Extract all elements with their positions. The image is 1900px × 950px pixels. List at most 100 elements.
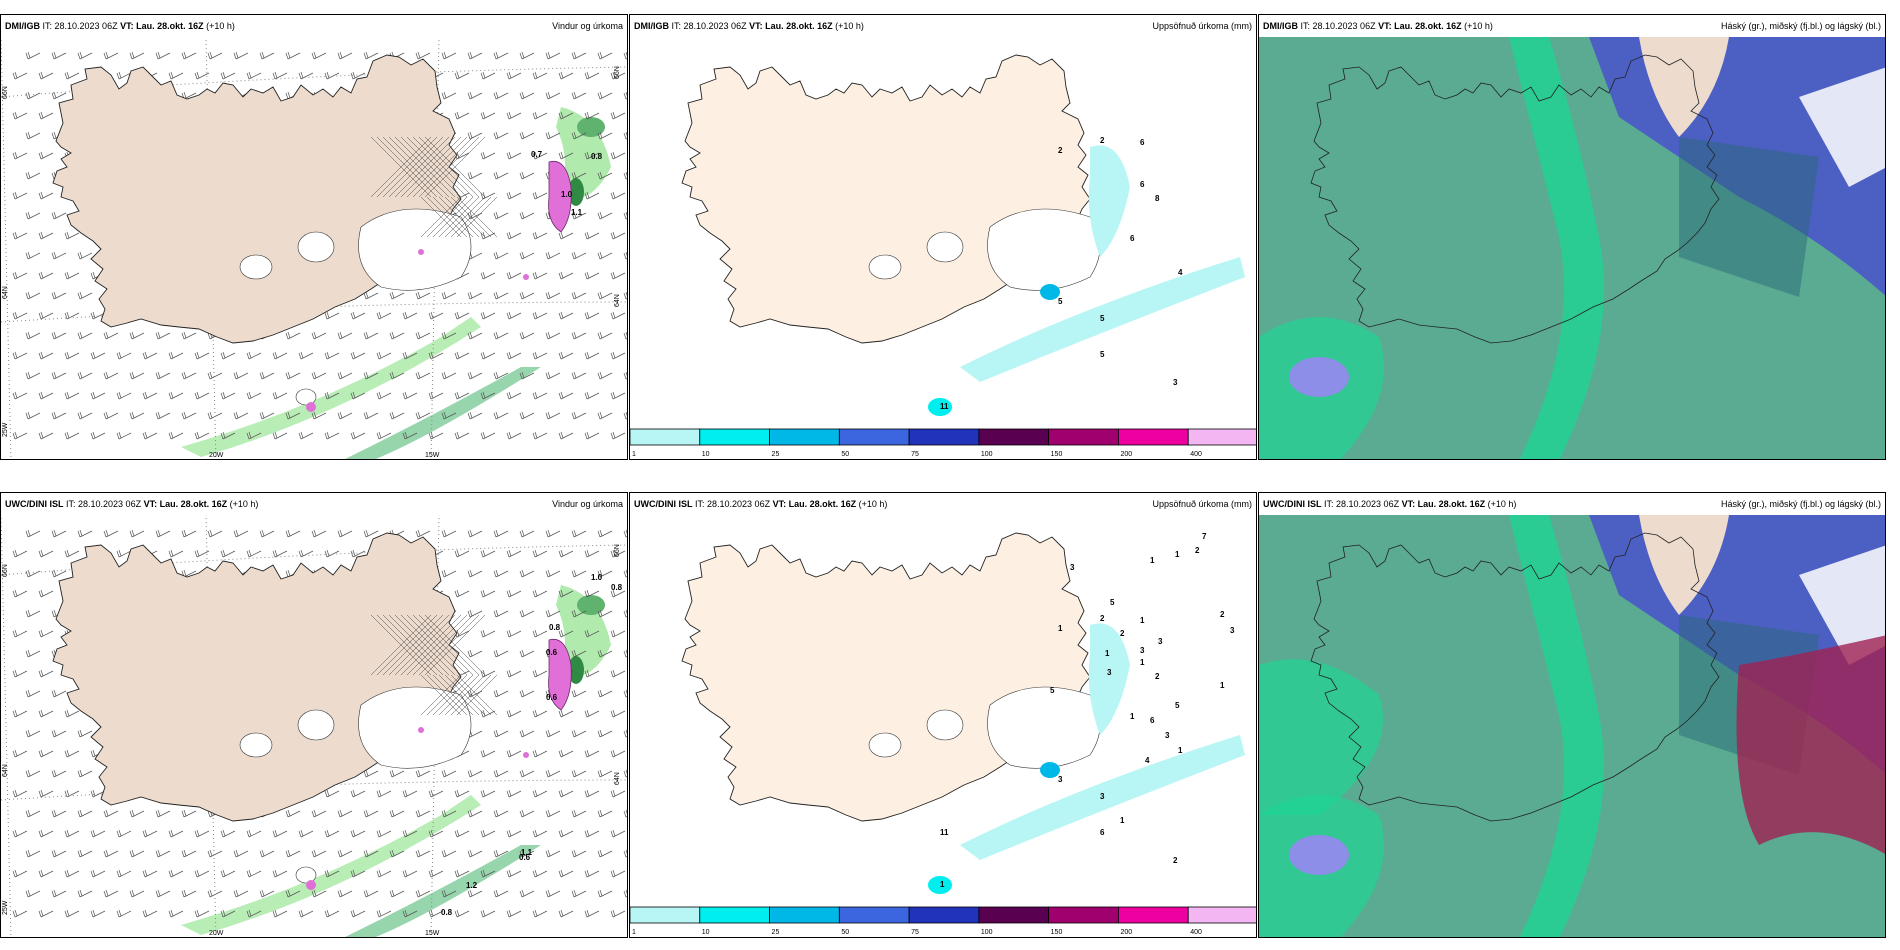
legend-swatch xyxy=(630,428,701,446)
glaciers xyxy=(868,686,1101,769)
panel-title: Háský (gr.), miðský (fj.bl.) og lágský (… xyxy=(1720,499,1881,509)
init-time: IT: 28.10.2023 06Z xyxy=(66,499,142,509)
legend-swatch xyxy=(838,906,910,924)
map-value-label: 6 xyxy=(1150,716,1155,725)
map-value-label: 8 xyxy=(1155,194,1160,203)
legend-tick: 1 xyxy=(632,929,636,936)
grid-label: 20W xyxy=(209,452,224,459)
panel-title: Uppsöfnuð úrkoma (mm) xyxy=(1152,499,1252,509)
iceland-land xyxy=(52,532,462,822)
legend-swatch xyxy=(699,906,770,924)
grid-label: 66N xyxy=(2,564,9,577)
map-value-label: 11 xyxy=(940,402,949,411)
grid-label: 64N xyxy=(2,764,9,777)
panel-title: Vindur og úrkoma xyxy=(552,499,623,509)
map-value-label: 1 xyxy=(1120,816,1125,825)
map-value-label: 1.2 xyxy=(466,881,478,890)
accum-precip-panel: DMI/IGB IT: 28.10.2023 06Z VT: Lau. 28.o… xyxy=(629,14,1257,460)
grid-label: 66N xyxy=(614,66,621,79)
heavy-precip xyxy=(306,638,572,890)
map-value-label: 4 xyxy=(1178,268,1183,277)
init-time: IT: 28.10.2023 06Z xyxy=(1324,499,1400,509)
map-value-label: 1 xyxy=(1105,649,1110,658)
valid-time: VT: Lau. 28.okt. 16Z xyxy=(1401,499,1486,509)
legend-tick: 400 xyxy=(1190,451,1202,458)
init-time: IT: 28.10.2023 06Z xyxy=(1300,21,1376,31)
legend-swatch xyxy=(908,428,980,446)
legend-swatch xyxy=(978,906,1050,924)
map-value-label: 5 xyxy=(1050,686,1055,695)
precip-bands xyxy=(181,107,611,459)
map-value-label: 2 xyxy=(1100,614,1105,623)
iceland-land xyxy=(681,532,1091,822)
map-value-label: 3 xyxy=(1107,668,1112,677)
accum-value-labels: 2 6 2 6 8 6 5 4 5 5 3 11 xyxy=(940,136,1183,411)
legend-swatch xyxy=(769,906,840,924)
map-value-label: 3 xyxy=(1140,646,1145,655)
legend-swatch xyxy=(1118,428,1189,446)
map-value-label: 11 xyxy=(940,828,949,837)
map-value-label: 3 xyxy=(1058,775,1063,784)
map-value-label: 3 xyxy=(1173,378,1178,387)
glaciers xyxy=(239,208,472,406)
map-area xyxy=(1259,515,1885,937)
accum-precip-panel: UWC/DINI ISL IT: 28.10.2023 06Z VT: Lau.… xyxy=(629,492,1257,938)
lead-time: (+10 h) xyxy=(229,499,259,509)
legend-tick: 50 xyxy=(841,929,849,936)
lead-time: (+10 h) xyxy=(1464,21,1493,31)
model-source: UWC/DINI ISL xyxy=(634,499,693,509)
map-value-label: 1 xyxy=(1130,712,1135,721)
legend-tick: 100 xyxy=(981,929,993,936)
map-value-label: 2 xyxy=(1155,672,1160,681)
latitude-line xyxy=(1,779,627,801)
precip-color-legend: 1 10 25 50 75 100 150 200 400 xyxy=(630,905,1256,937)
map-value-label: 0.8 xyxy=(549,623,561,632)
map-value-label: 1 xyxy=(1140,658,1145,667)
map-value-label: 2 xyxy=(1058,146,1063,155)
longitude-line xyxy=(1,515,12,937)
grid-label: 20W xyxy=(209,930,224,937)
map-value-label: 1 xyxy=(1220,681,1225,690)
map-value-label: 2 xyxy=(1220,610,1225,619)
accum-precip xyxy=(928,623,1245,894)
hatched-precip xyxy=(370,614,486,676)
legend-tick: 200 xyxy=(1120,451,1132,458)
legend-swatch xyxy=(978,428,1050,446)
map-area: 2 1 1 1 2 1 3 1 3 6 2 1 7 1 1 2 3 5 2 2 3 1 3 3 5 3 3 6 4 1 5 1 11 xyxy=(630,515,1256,937)
lead-time: (+10 h) xyxy=(858,499,888,509)
legend-swatch xyxy=(1187,906,1256,924)
lead-time: (+10 h) xyxy=(206,21,235,31)
hatched-precip xyxy=(420,196,498,238)
legend-tick: 150 xyxy=(1051,929,1063,936)
glaciers xyxy=(868,208,1101,291)
panel-header: DMI/IGB IT: 28.10.2023 06Z VT: Lau. 28.o… xyxy=(1,15,627,37)
map-value-label: 6 xyxy=(1140,138,1145,147)
hatched-precip xyxy=(370,136,486,198)
grid-label: 15W xyxy=(425,930,440,937)
model-source: DMI/IGB xyxy=(1263,21,1298,31)
model-source: DMI/IGB xyxy=(5,21,40,31)
map-value-label: 3 xyxy=(1070,563,1075,572)
map-value-label: 2 xyxy=(1100,136,1105,145)
map-value-label: 5 xyxy=(1100,314,1105,323)
legend-swatch xyxy=(1187,428,1256,446)
lead-time: (+10 h) xyxy=(835,21,864,31)
map-value-label: 1 xyxy=(1058,624,1063,633)
precip-color-legend: 1 10 25 50 75 100 150 200 400 xyxy=(630,427,1256,459)
map-area: 0.8 0.7 1.0 1.1 66N 64N 25W 20W 15W 66N 64N xyxy=(1,37,627,459)
map-value-label: 4 xyxy=(1145,756,1150,765)
map-value-label: 1 xyxy=(1178,746,1183,755)
cloud-layers xyxy=(1259,515,1885,937)
legend-tick: 25 xyxy=(772,929,780,936)
lead-time: (+10 h) xyxy=(1487,499,1517,509)
grid-label: 25W xyxy=(2,422,9,437)
model-source: DMI/IGB xyxy=(634,21,669,31)
map-value-label: 6 xyxy=(1140,180,1145,189)
legend-tick: 10 xyxy=(702,929,710,936)
map-value-label: 2 xyxy=(1120,629,1125,638)
legend-tick: 75 xyxy=(911,929,919,936)
panel-title: Vindur og úrkoma xyxy=(552,21,623,31)
legend-swatch xyxy=(769,428,840,446)
legend-tick: 25 xyxy=(772,451,780,458)
glaciers xyxy=(239,686,472,884)
